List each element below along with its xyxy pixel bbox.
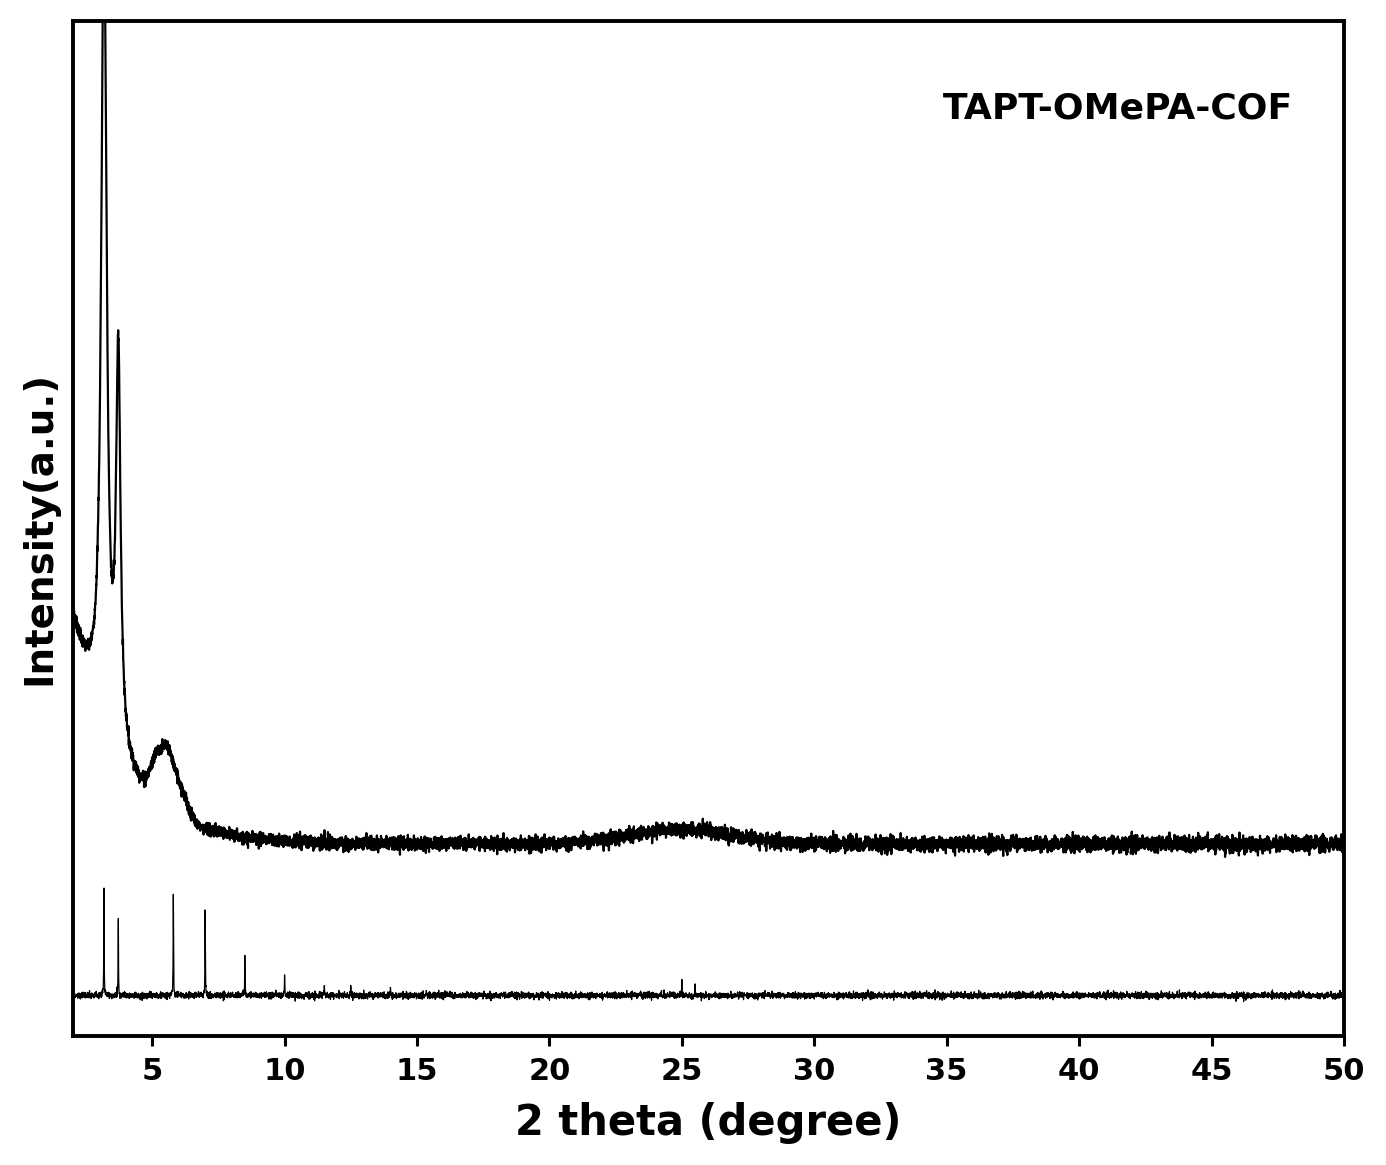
Text: TAPT-OMePA-COF: TAPT-OMePA-COF xyxy=(942,92,1293,126)
X-axis label: 2 theta (degree): 2 theta (degree) xyxy=(516,1102,901,1144)
Y-axis label: Intensity(a.u.): Intensity(a.u.) xyxy=(21,372,58,685)
